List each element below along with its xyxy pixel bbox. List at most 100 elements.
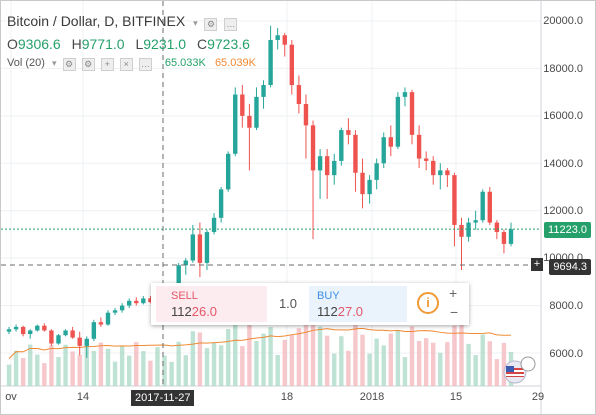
flag-icon[interactable] — [501, 356, 537, 386]
volume-bar — [134, 342, 139, 386]
candle-body — [247, 115, 252, 128]
ohlc-low-key: L — [135, 36, 144, 52]
volume-bar — [494, 359, 500, 386]
settings-icon[interactable]: ⚙ — [204, 18, 218, 31]
volume-add-icon[interactable]: + — [100, 58, 114, 71]
candle-body — [452, 175, 457, 225]
volume-settings-alt-icon[interactable]: ⚙ — [81, 58, 95, 71]
x-tick-label: 18 — [280, 391, 294, 403]
candle-body — [367, 179, 372, 195]
y-tick-label: 14000.0 — [543, 158, 583, 170]
y-tick-label: 20000.0 — [543, 15, 583, 27]
buy-price[interactable]: 11227.0 — [317, 304, 363, 319]
volume-bar — [77, 354, 82, 386]
candle-body — [508, 229, 514, 244]
volume-bar — [487, 341, 492, 386]
volume-bar — [162, 355, 167, 386]
candle-body — [289, 44, 295, 86]
buy-price-suffix: 27.0 — [337, 304, 364, 319]
candle-body — [282, 35, 287, 45]
volume-bar — [367, 353, 372, 386]
candle-body — [423, 158, 429, 161]
volume-bar — [35, 354, 40, 386]
volume-bar — [416, 341, 422, 386]
candle-body — [56, 335, 61, 344]
candle-body — [254, 96, 259, 128]
volume-bar — [169, 361, 174, 386]
candle-body — [28, 330, 33, 335]
volume-bar — [84, 342, 89, 386]
volume-bar — [275, 355, 280, 386]
volume-label: Vol (20) — [7, 57, 45, 69]
candle-body — [13, 326, 19, 330]
crosshair-price-tag: 9694.3 — [549, 259, 591, 275]
symbol-title: Bitcoin / Dollar, D, BITFINEX — [7, 13, 186, 29]
candle-body — [211, 217, 217, 233]
volume-bar — [409, 326, 415, 386]
volume-bar — [438, 352, 443, 386]
volume-more-icon[interactable]: … — [138, 58, 152, 71]
volume-settings-icon[interactable]: ⚙ — [62, 58, 76, 71]
crosshair-add-icon[interactable]: + — [531, 258, 543, 271]
quantity-plus-icon[interactable]: + — [449, 285, 458, 301]
volume-bar — [91, 351, 97, 386]
legend-caret-icon[interactable]: ▾ — [193, 18, 198, 28]
candle-body — [42, 325, 47, 331]
volume-caret-icon[interactable]: ▾ — [51, 58, 57, 68]
x-tick-label: 15 — [449, 391, 463, 403]
volume-bar — [112, 361, 118, 386]
candle-body — [119, 305, 125, 311]
volume-bar — [42, 363, 47, 386]
candle-body — [233, 94, 238, 154]
candle-body — [190, 234, 196, 261]
candle-body — [381, 137, 386, 164]
candle-body — [49, 330, 54, 344]
candle-body — [360, 172, 365, 195]
volume-bar — [353, 320, 358, 386]
buy-label[interactable]: BUY — [317, 290, 340, 302]
volume-bar — [466, 343, 471, 386]
volume-bar — [261, 333, 266, 386]
candle-body — [395, 96, 401, 147]
candle-body — [77, 337, 82, 346]
volume-bar — [127, 355, 132, 386]
candle-body — [20, 326, 26, 335]
sell-price[interactable]: 11226.0 — [171, 304, 217, 319]
sell-label[interactable]: SELL — [171, 290, 198, 302]
quantity-minus-icon[interactable]: − — [450, 304, 459, 320]
more-icon[interactable]: … — [224, 18, 238, 31]
candle-body — [374, 163, 379, 180]
volume-close-icon[interactable]: × — [119, 58, 133, 71]
volume-bar — [204, 348, 210, 386]
ohlc-open-key: O — [7, 36, 18, 52]
x-tick-label: 29 — [531, 391, 545, 403]
candle-body — [317, 156, 323, 171]
volume-bar — [303, 325, 309, 386]
volume-bar — [70, 351, 75, 386]
volume-bar — [395, 330, 401, 386]
volume-bar — [141, 351, 146, 386]
candle-body — [459, 224, 464, 237]
buy-button[interactable] — [309, 286, 407, 322]
ohlc-open-value: 9306.6 — [17, 36, 61, 52]
candle-body — [303, 104, 309, 126]
info-icon[interactable]: i — [417, 292, 439, 314]
volume-ma-line — [8, 327, 512, 360]
sell-button[interactable] — [156, 286, 267, 322]
buy-price-prefix: 112 — [317, 304, 338, 319]
candle-body — [445, 170, 450, 176]
candle-body — [141, 298, 146, 304]
candle-body — [388, 137, 393, 147]
candle-body — [353, 134, 358, 173]
volume-bar — [480, 334, 485, 386]
x-tick-label: ov — [5, 391, 17, 403]
candle-body — [261, 85, 266, 97]
volume-bar — [13, 350, 19, 386]
volume-bar — [105, 348, 111, 386]
candle-body — [134, 300, 139, 304]
candle-body — [84, 338, 89, 346]
candle-body — [112, 310, 118, 313]
volume-bar — [452, 325, 457, 386]
